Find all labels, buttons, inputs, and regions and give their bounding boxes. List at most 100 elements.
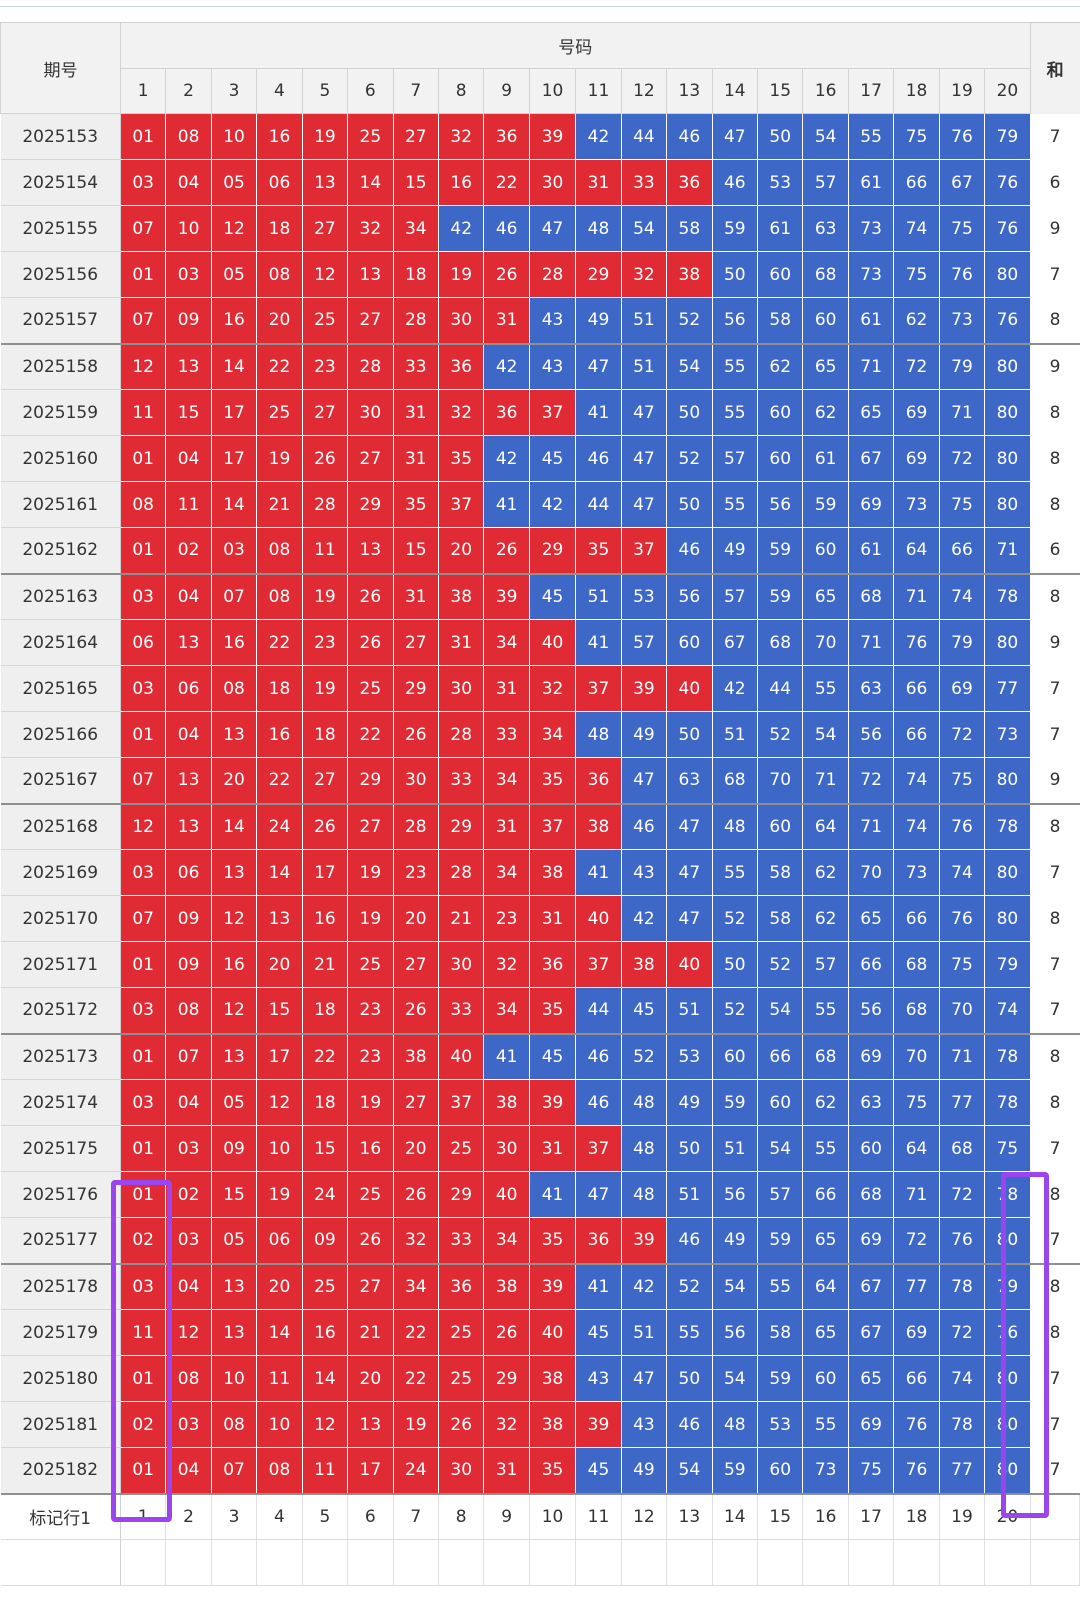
number-cell: 56 <box>847 987 895 1035</box>
sum-cell: 7 <box>1029 1125 1080 1172</box>
marker-cell[interactable]: 12 <box>621 1493 668 1540</box>
number-cell: 13 <box>301 159 349 206</box>
number-cell: 04 <box>165 573 212 620</box>
marker-cell[interactable]: 11 <box>575 1493 622 1540</box>
number-cell: 13 <box>210 1033 258 1080</box>
marker-cell[interactable]: 13 <box>666 1493 713 1540</box>
lottery-number-table: 期号 号码 和 1 2 3 4 5 6 7 8 9 10 11 12 13 14 15 16 17 18 19 20 … <box>0 22 1080 1586</box>
marker-cell[interactable]: 10 <box>529 1493 577 1540</box>
number-cell: 28 <box>392 297 439 345</box>
number-cell: 25 <box>437 1309 485 1356</box>
number-cell: 76 <box>938 895 986 942</box>
number-cell: 76 <box>938 803 986 850</box>
number-cell: 80 <box>984 1355 1031 1402</box>
number-cell: 69 <box>893 435 940 482</box>
marker-cell[interactable]: 4 <box>256 1493 303 1540</box>
marker-cell[interactable]: 3 <box>211 1493 258 1540</box>
marker-cell[interactable]: 6 <box>347 1493 394 1540</box>
number-cell: 58 <box>757 1309 804 1356</box>
number-cell: 51 <box>620 1309 668 1356</box>
marker-cell[interactable]: 16 <box>802 1493 849 1540</box>
marker-cell[interactable]: 17 <box>848 1493 895 1540</box>
number-cell: 44 <box>757 665 804 712</box>
number-cell: 54 <box>757 987 804 1035</box>
number-cell: 45 <box>528 435 577 482</box>
marker-cell[interactable]: 8 <box>438 1493 485 1540</box>
number-cell: 12 <box>165 1309 212 1356</box>
number-cell: 66 <box>893 1355 940 1402</box>
column-index-17: 17 <box>847 68 895 114</box>
marker-cell[interactable]: 2 <box>165 1493 212 1540</box>
number-cell: 14 <box>256 849 303 896</box>
number-cell: 34 <box>483 849 530 896</box>
number-cell: 57 <box>620 619 668 666</box>
number-cell: 05 <box>210 159 258 206</box>
number-cell: 50 <box>666 481 713 528</box>
marker-cell-empty <box>666 1539 713 1586</box>
number-cell: 10 <box>210 113 258 160</box>
number-cell: 70 <box>938 987 986 1035</box>
number-cell: 26 <box>301 435 349 482</box>
number-cell: 21 <box>301 941 349 988</box>
number-cell: 03 <box>165 1401 212 1448</box>
marker-cell[interactable]: 19 <box>939 1493 986 1540</box>
number-cell: 52 <box>711 895 759 942</box>
marker-cell[interactable]: 9 <box>483 1493 530 1540</box>
marker-cell[interactable]: 15 <box>757 1493 804 1540</box>
number-cell: 72 <box>893 1217 940 1265</box>
number-cell: 56 <box>666 573 713 620</box>
issue-number: 2025179 <box>0 1309 121 1356</box>
number-cell: 67 <box>847 1263 895 1310</box>
number-cell: 10 <box>210 1355 258 1402</box>
number-cell: 33 <box>620 159 668 206</box>
number-cell: 07 <box>119 895 167 942</box>
number-cell: 59 <box>711 1447 759 1495</box>
number-cell: 38 <box>620 941 668 988</box>
marker-cell[interactable]: 18 <box>893 1493 940 1540</box>
number-cell: 31 <box>392 573 439 620</box>
number-cell: 66 <box>847 941 895 988</box>
number-cell: 01 <box>119 1171 167 1218</box>
number-cell: 36 <box>575 1217 622 1265</box>
marker-cell[interactable]: 20 <box>984 1493 1031 1540</box>
number-cell: 43 <box>575 1355 622 1402</box>
sum-cell: 9 <box>1029 757 1080 805</box>
sum-cell: 8 <box>1029 895 1080 942</box>
marker-cell[interactable]: 1 <box>120 1493 167 1540</box>
number-cell: 15 <box>392 159 439 206</box>
number-cell: 47 <box>620 1355 668 1402</box>
number-cell: 40 <box>528 619 577 666</box>
issue-number: 2025154 <box>0 159 121 206</box>
number-cell: 22 <box>347 711 394 758</box>
number-cell: 74 <box>893 803 940 850</box>
sum-cell: 8 <box>1029 435 1080 482</box>
number-cell: 79 <box>984 1263 1031 1310</box>
sum-cell: 8 <box>1029 1033 1080 1080</box>
marker-cell[interactable]: 14 <box>712 1493 759 1540</box>
number-cell: 76 <box>938 113 986 160</box>
number-cell: 56 <box>711 1309 759 1356</box>
number-cell: 66 <box>757 1033 804 1080</box>
marker-cell-empty <box>393 1539 439 1586</box>
number-cell: 80 <box>984 389 1031 436</box>
marker-cell-empty <box>302 1539 349 1586</box>
number-cell: 53 <box>757 1401 804 1448</box>
number-cell: 42 <box>483 343 530 390</box>
number-cell: 13 <box>347 1401 394 1448</box>
number-cell: 17 <box>210 389 258 436</box>
column-index-19: 19 <box>938 68 986 114</box>
marker-cell[interactable]: 7 <box>393 1493 439 1540</box>
number-cell: 67 <box>847 435 895 482</box>
number-cell: 54 <box>711 1263 759 1310</box>
issue-number: 2025165 <box>0 665 121 712</box>
number-cell: 42 <box>575 113 622 160</box>
sum-cell: 7 <box>1029 1217 1080 1265</box>
number-cell: 25 <box>301 297 349 345</box>
marker-cell[interactable]: 5 <box>302 1493 349 1540</box>
number-cell: 77 <box>984 665 1031 712</box>
number-cell: 18 <box>301 987 349 1035</box>
number-cell: 16 <box>256 711 303 758</box>
number-cell: 53 <box>666 1033 713 1080</box>
number-cell: 38 <box>528 1401 577 1448</box>
number-cell: 75 <box>893 1079 940 1126</box>
